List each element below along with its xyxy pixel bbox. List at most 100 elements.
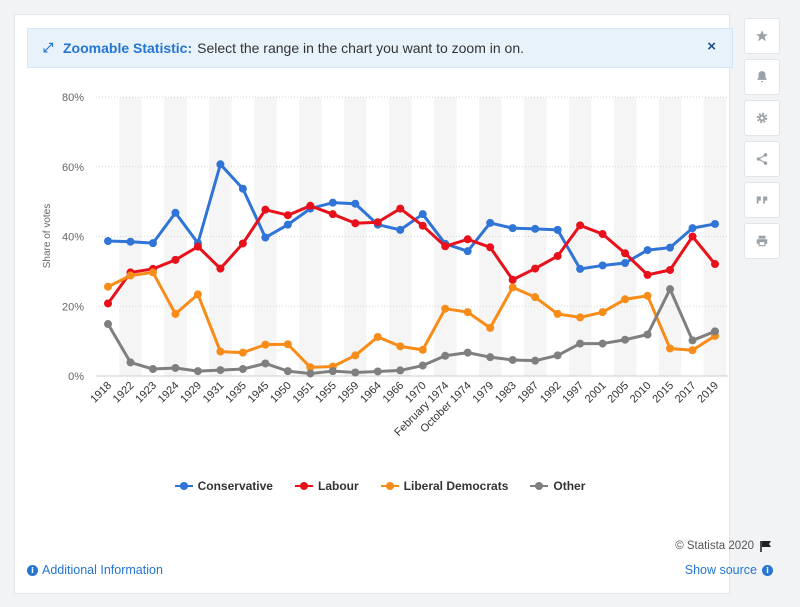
data-point[interactable] xyxy=(283,220,292,229)
data-point[interactable] xyxy=(643,246,652,255)
data-point[interactable] xyxy=(126,271,135,280)
data-point[interactable] xyxy=(238,184,247,193)
data-point[interactable] xyxy=(531,293,540,302)
show-source-link[interactable]: Show source i xyxy=(685,563,773,577)
data-point[interactable] xyxy=(463,348,472,357)
data-point[interactable] xyxy=(463,308,472,317)
data-point[interactable] xyxy=(418,361,427,370)
data-point[interactable] xyxy=(688,224,697,233)
data-point[interactable] xyxy=(306,369,315,378)
data-point[interactable] xyxy=(171,309,180,318)
data-point[interactable] xyxy=(193,242,202,251)
data-point[interactable] xyxy=(328,210,337,219)
data-point[interactable] xyxy=(598,339,607,348)
data-point[interactable] xyxy=(104,320,112,329)
legend-item[interactable]: Conservative xyxy=(174,479,273,493)
data-point[interactable] xyxy=(508,275,517,284)
share-button[interactable] xyxy=(744,141,780,177)
data-point[interactable] xyxy=(261,340,270,349)
data-point[interactable] xyxy=(486,243,495,252)
data-point[interactable] xyxy=(148,365,157,374)
data-point[interactable] xyxy=(508,355,517,364)
data-point[interactable] xyxy=(261,359,270,368)
data-point[interactable] xyxy=(621,249,630,258)
data-point[interactable] xyxy=(216,160,225,169)
data-point[interactable] xyxy=(148,268,157,277)
data-point[interactable] xyxy=(193,367,202,376)
data-point[interactable] xyxy=(418,210,427,219)
data-point[interactable] xyxy=(126,358,135,367)
data-point[interactable] xyxy=(261,205,270,214)
data-point[interactable] xyxy=(373,367,382,376)
notification-button[interactable] xyxy=(744,59,780,95)
data-point[interactable] xyxy=(711,219,719,228)
data-point[interactable] xyxy=(576,339,585,348)
data-point[interactable] xyxy=(463,235,472,244)
data-point[interactable] xyxy=(283,367,292,376)
settings-button[interactable] xyxy=(744,100,780,136)
data-point[interactable] xyxy=(576,313,585,322)
data-point[interactable] xyxy=(396,225,405,234)
favorite-button[interactable] xyxy=(744,18,780,54)
data-point[interactable] xyxy=(351,219,360,228)
legend-item[interactable]: Other xyxy=(530,479,585,493)
data-point[interactable] xyxy=(576,221,585,230)
data-point[interactable] xyxy=(396,204,405,213)
data-point[interactable] xyxy=(373,218,382,227)
data-point[interactable] xyxy=(238,348,247,357)
data-point[interactable] xyxy=(576,264,585,273)
data-point[interactable] xyxy=(171,208,180,217)
cite-button[interactable] xyxy=(744,182,780,218)
data-point[interactable] xyxy=(216,347,225,356)
additional-information-link[interactable]: i Additional Information xyxy=(27,563,163,577)
data-point[interactable] xyxy=(261,233,270,242)
data-point[interactable] xyxy=(688,232,697,241)
data-point[interactable] xyxy=(598,261,607,270)
data-point[interactable] xyxy=(283,340,292,349)
data-point[interactable] xyxy=(666,344,675,353)
data-point[interactable] xyxy=(238,239,247,248)
data-point[interactable] xyxy=(598,308,607,317)
data-point[interactable] xyxy=(643,330,652,339)
data-point[interactable] xyxy=(418,221,427,230)
data-point[interactable] xyxy=(531,224,540,233)
data-point[interactable] xyxy=(508,283,517,292)
data-point[interactable] xyxy=(351,368,360,377)
data-point[interactable] xyxy=(688,346,697,355)
data-point[interactable] xyxy=(216,264,225,273)
data-point[interactable] xyxy=(531,356,540,365)
data-point[interactable] xyxy=(531,264,540,273)
data-point[interactable] xyxy=(666,265,675,274)
series-conservative[interactable] xyxy=(104,160,719,273)
data-point[interactable] xyxy=(711,327,719,336)
data-point[interactable] xyxy=(104,282,112,291)
data-point[interactable] xyxy=(441,242,450,251)
data-point[interactable] xyxy=(126,237,135,246)
data-point[interactable] xyxy=(666,243,675,252)
data-point[interactable] xyxy=(553,252,562,261)
data-point[interactable] xyxy=(621,335,630,344)
data-point[interactable] xyxy=(688,336,697,345)
data-point[interactable] xyxy=(351,351,360,360)
series-liberal-democrats[interactable] xyxy=(104,268,719,372)
data-point[interactable] xyxy=(148,239,157,248)
data-point[interactable] xyxy=(621,259,630,268)
data-point[interactable] xyxy=(373,332,382,341)
data-point[interactable] xyxy=(598,230,607,239)
close-banner-button[interactable]: × xyxy=(707,38,716,55)
data-point[interactable] xyxy=(396,342,405,351)
data-point[interactable] xyxy=(306,363,315,372)
data-point[interactable] xyxy=(486,218,495,227)
data-point[interactable] xyxy=(553,351,562,360)
data-point[interactable] xyxy=(643,270,652,279)
data-point[interactable] xyxy=(104,237,112,246)
data-point[interactable] xyxy=(711,260,719,269)
data-point[interactable] xyxy=(486,323,495,332)
data-point[interactable] xyxy=(441,304,450,313)
data-point[interactable] xyxy=(351,199,360,208)
data-point[interactable] xyxy=(666,285,675,294)
data-point[interactable] xyxy=(328,198,337,207)
data-point[interactable] xyxy=(508,224,517,233)
data-point[interactable] xyxy=(283,211,292,220)
data-point[interactable] xyxy=(171,363,180,372)
